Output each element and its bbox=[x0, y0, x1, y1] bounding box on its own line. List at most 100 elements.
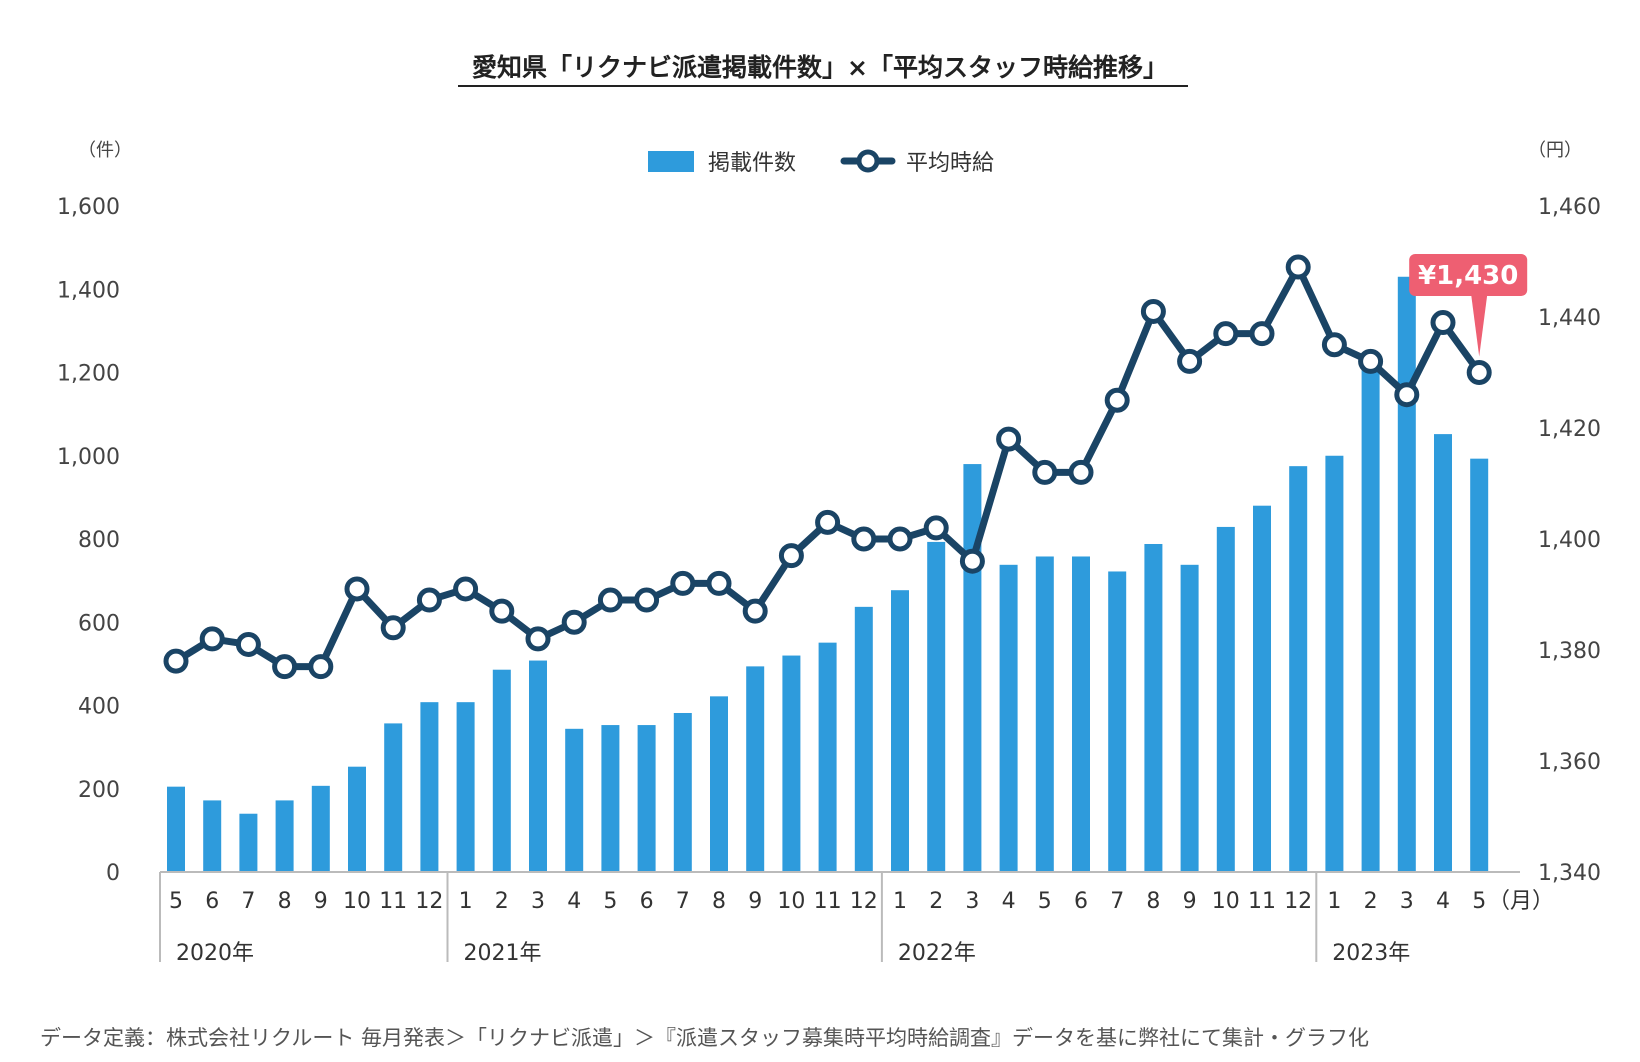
line-point bbox=[959, 548, 985, 574]
line-point bbox=[634, 587, 660, 613]
line-point bbox=[163, 648, 189, 674]
line-point bbox=[235, 631, 261, 657]
right-axis-ticks: 1,340 1,360 1,380 1,400 1,420 1,440 1,460 bbox=[1538, 195, 1601, 886]
month-label: 12 bbox=[415, 889, 443, 914]
line-point bbox=[597, 587, 623, 613]
month-unit-label: （月） bbox=[1488, 889, 1554, 914]
callout-pointer bbox=[1471, 295, 1488, 357]
month-label: 9 bbox=[1183, 889, 1197, 914]
line-point bbox=[1140, 298, 1166, 324]
month-label: 11 bbox=[814, 889, 842, 914]
line-point bbox=[1104, 387, 1130, 413]
line-point bbox=[1068, 459, 1094, 485]
month-label: 10 bbox=[777, 889, 805, 914]
month-label: 5 bbox=[169, 889, 183, 914]
month-label: 3 bbox=[965, 889, 979, 914]
line-point bbox=[1358, 348, 1384, 374]
line-point bbox=[1430, 310, 1456, 336]
month-label: 11 bbox=[379, 889, 407, 914]
bar bbox=[1397, 276, 1416, 872]
month-label: 12 bbox=[1284, 889, 1312, 914]
year-label: 2020年 bbox=[176, 941, 254, 966]
line-series bbox=[163, 254, 1492, 680]
month-label: 5 bbox=[1472, 889, 1486, 914]
bar bbox=[1361, 362, 1380, 872]
line-point bbox=[272, 654, 298, 680]
right-tick-label: 1,340 bbox=[1538, 861, 1601, 886]
left-tick-label: 400 bbox=[78, 695, 120, 720]
line-point bbox=[1213, 321, 1239, 347]
line-point bbox=[742, 598, 768, 624]
line-point bbox=[706, 570, 732, 596]
bar bbox=[420, 702, 439, 872]
month-label: 4 bbox=[1002, 889, 1016, 914]
left-tick-label: 800 bbox=[78, 528, 120, 553]
right-tick-label: 1,420 bbox=[1538, 417, 1601, 442]
line-point bbox=[1394, 382, 1420, 408]
month-label: 9 bbox=[314, 889, 328, 914]
year-label: 2022年 bbox=[898, 941, 976, 966]
line-point bbox=[1177, 348, 1203, 374]
year-label: 2021年 bbox=[464, 941, 542, 966]
bar bbox=[1180, 564, 1199, 872]
left-tick-label: 600 bbox=[78, 611, 120, 636]
callout-label: ¥1,430 bbox=[1418, 261, 1518, 291]
bar bbox=[1216, 526, 1235, 872]
bar bbox=[1289, 466, 1308, 872]
bar bbox=[746, 666, 765, 872]
line-point bbox=[1032, 459, 1058, 485]
month-label: 2 bbox=[929, 889, 943, 914]
line-point bbox=[561, 609, 587, 635]
month-label: 10 bbox=[1212, 889, 1240, 914]
legend-line-label: 平均時給 bbox=[906, 151, 994, 176]
left-tick-label: 1,400 bbox=[57, 278, 120, 303]
month-label: 8 bbox=[712, 889, 726, 914]
bar bbox=[854, 606, 873, 872]
bar bbox=[311, 785, 330, 872]
line-point bbox=[1285, 254, 1311, 280]
bar bbox=[782, 655, 801, 872]
bar bbox=[1108, 571, 1127, 872]
line-point bbox=[1466, 360, 1492, 385]
line-point bbox=[344, 576, 370, 602]
line-point bbox=[996, 426, 1022, 452]
bar bbox=[239, 813, 258, 872]
left-tick-label: 200 bbox=[78, 778, 120, 803]
bar bbox=[927, 541, 946, 872]
line-point bbox=[887, 526, 913, 552]
month-labels: 5 6 7 8 9 10 11 12 1 2 3 4 5 6 7 8 9 10 11 12 1 2 3 4 5 6 7 8 9 10 11 1… bbox=[169, 889, 1486, 914]
bar bbox=[999, 564, 1018, 872]
left-axis-unit: （件） bbox=[78, 140, 132, 161]
line-point bbox=[525, 626, 551, 652]
bar bbox=[1470, 458, 1489, 872]
line-point bbox=[851, 526, 877, 552]
bar-series bbox=[167, 276, 1489, 872]
right-tick-label: 1,360 bbox=[1538, 750, 1601, 775]
line-point bbox=[199, 626, 225, 652]
month-label: 1 bbox=[893, 889, 907, 914]
line-point bbox=[453, 576, 479, 602]
bar bbox=[673, 712, 692, 872]
line-point bbox=[923, 515, 949, 541]
callout-box bbox=[1409, 254, 1528, 296]
month-label: 6 bbox=[640, 889, 654, 914]
left-tick-label: 1,000 bbox=[57, 445, 120, 470]
bar bbox=[1072, 556, 1090, 872]
month-label: 1 bbox=[459, 889, 473, 914]
month-label: 3 bbox=[1400, 889, 1414, 914]
year-label: 2023年 bbox=[1332, 941, 1410, 966]
legend-line-marker bbox=[856, 149, 880, 173]
left-tick-label: 1,600 bbox=[57, 195, 120, 220]
month-label: 5 bbox=[1038, 889, 1052, 914]
axes bbox=[159, 871, 1520, 962]
bar bbox=[818, 642, 837, 872]
month-label: 9 bbox=[748, 889, 762, 914]
bar bbox=[167, 786, 185, 872]
bar bbox=[203, 800, 222, 872]
line-point bbox=[815, 509, 841, 535]
left-tick-label: 0 bbox=[106, 861, 120, 886]
bar bbox=[637, 725, 656, 872]
left-tick-label: 1,200 bbox=[57, 362, 120, 387]
bar bbox=[1434, 434, 1452, 872]
